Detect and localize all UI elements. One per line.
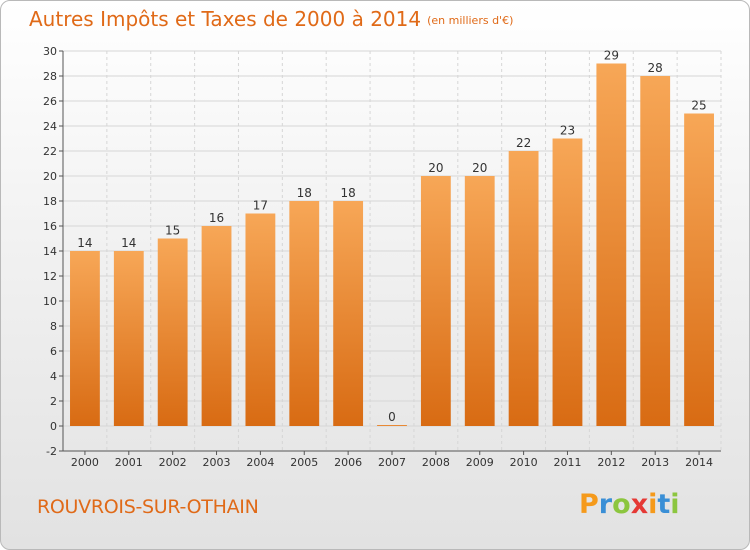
x-tick-label-2010: 2010 <box>510 456 538 469</box>
bar-2004[interactable] <box>245 213 276 427</box>
x-tick-label-2008: 2008 <box>422 456 450 469</box>
y-tick-label: 0 <box>50 420 57 433</box>
y-tick-label: 22 <box>43 145 57 158</box>
x-tick-label-2007: 2007 <box>378 456 406 469</box>
value-labels: 14 14 15 16 17 18 18 0 20 20 22 23 29 28 25 <box>77 49 706 425</box>
bar-2011[interactable] <box>552 138 583 427</box>
x-tick-label-2003: 2003 <box>203 456 231 469</box>
value-label-2005: 18 <box>297 186 312 200</box>
proxiti-logo[interactable]: Proxiti <box>579 489 680 520</box>
commune-name: ROUVROIS-SUR-OTHAIN <box>37 496 259 518</box>
x-tick-label-2014: 2014 <box>685 456 713 469</box>
chart-title: Autres Impôts et Taxes de 2000 à 2014 (en… <box>29 7 513 31</box>
value-label-2000: 14 <box>77 236 92 250</box>
y-tick-label: 6 <box>50 345 57 358</box>
value-label-2011: 23 <box>560 124 575 138</box>
bar-2001[interactable] <box>113 251 144 426</box>
bar-2012[interactable] <box>596 63 627 427</box>
value-label-2013: 28 <box>648 61 663 75</box>
y-tick-label: 30 <box>43 45 57 58</box>
y-tick-label: 14 <box>43 245 57 258</box>
x-tick-label-2011: 2011 <box>553 456 581 469</box>
y-tick-label: -2 <box>46 445 57 458</box>
y-tick-label: 10 <box>43 295 57 308</box>
bars <box>70 63 714 427</box>
bar-2002[interactable] <box>157 238 188 427</box>
bar-2014[interactable] <box>684 113 714 427</box>
x-tick-label-2009: 2009 <box>466 456 494 469</box>
logo-letter: P <box>579 489 599 520</box>
y-tick-label: 20 <box>43 170 57 183</box>
y-tick-label: 28 <box>43 70 57 83</box>
value-label-2006: 18 <box>340 186 355 200</box>
value-label-2008: 20 <box>428 161 443 175</box>
value-label-2004: 17 <box>253 199 268 213</box>
x-tick-label-2005: 2005 <box>290 456 318 469</box>
x-tick-label-2001: 2001 <box>115 456 143 469</box>
bar-2013[interactable] <box>640 76 671 426</box>
value-label-2012: 29 <box>604 49 619 63</box>
logo-letter: t <box>657 489 671 520</box>
x-tick-label-2000: 2000 <box>71 456 99 469</box>
y-tick-label: 18 <box>43 195 57 208</box>
chart-title-text: Autres Impôts et Taxes de 2000 à 2014 <box>29 7 422 31</box>
logo-letter: r <box>598 489 613 520</box>
y-tick-label: 12 <box>43 270 57 283</box>
y-tick-label: 16 <box>43 220 57 233</box>
value-label-2010: 22 <box>516 136 531 150</box>
value-label-2014: 25 <box>691 99 706 113</box>
logo-letter: i <box>648 489 658 520</box>
y-tick-label: 4 <box>50 370 57 383</box>
value-label-2003: 16 <box>209 211 224 225</box>
bar-2005[interactable] <box>289 201 320 426</box>
chart-unit: (en milliers d'€) <box>427 14 514 27</box>
bar-2010[interactable] <box>508 151 539 426</box>
value-label-2009: 20 <box>472 161 487 175</box>
x-tick-label-2004: 2004 <box>246 456 274 469</box>
bar-2003[interactable] <box>201 226 232 426</box>
y-tick-label: 2 <box>50 395 57 408</box>
bar-2006[interactable] <box>333 201 364 426</box>
y-tick-label: 26 <box>43 95 57 108</box>
x-tick-label-2002: 2002 <box>159 456 187 469</box>
logo-letter: i <box>670 489 680 520</box>
bar-2008[interactable] <box>420 176 451 426</box>
value-label-2001: 14 <box>121 236 136 250</box>
logo-letter: x <box>630 489 649 520</box>
bar-2009[interactable] <box>464 176 495 426</box>
x-tick-label-2012: 2012 <box>597 456 625 469</box>
bar-2000[interactable] <box>70 251 100 426</box>
value-label-2002: 15 <box>165 224 180 238</box>
bar-2007[interactable] <box>377 425 407 426</box>
y-tick-label: 8 <box>50 320 57 333</box>
y-tick-label: 24 <box>43 120 57 133</box>
value-label-2007: 0 <box>388 410 396 424</box>
logo-letter: o <box>612 489 631 520</box>
x-tick-label-2006: 2006 <box>334 456 362 469</box>
x-tick-label-2013: 2013 <box>641 456 669 469</box>
